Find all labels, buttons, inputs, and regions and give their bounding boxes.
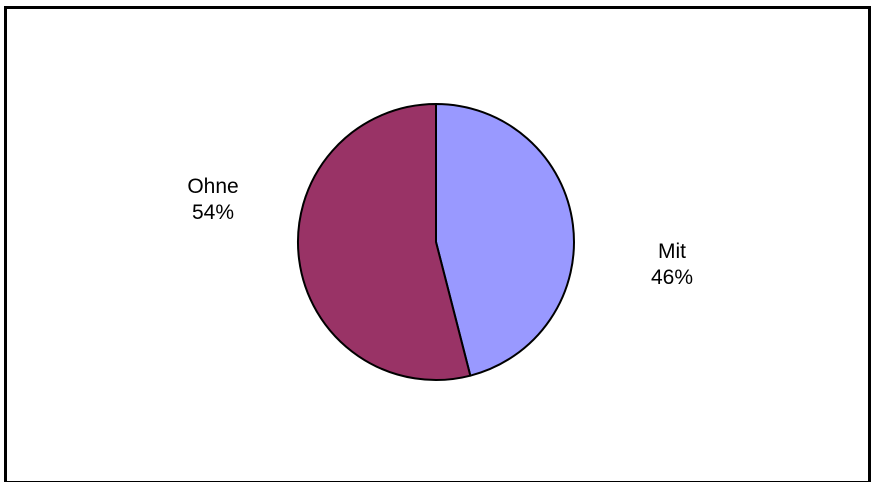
pie-slices (297, 103, 575, 381)
slice-label-ohne: Ohne (187, 175, 238, 198)
pie-labels: Mit 46% Ohne 54% (187, 175, 693, 289)
pie-slice-ohne (297, 103, 472, 381)
slice-value-label-mit: 46% (651, 266, 693, 289)
slice-label-mit: Mit (658, 240, 686, 263)
slice-value-label-ohne: 54% (192, 201, 234, 224)
pie-slice-mit (435, 103, 575, 377)
